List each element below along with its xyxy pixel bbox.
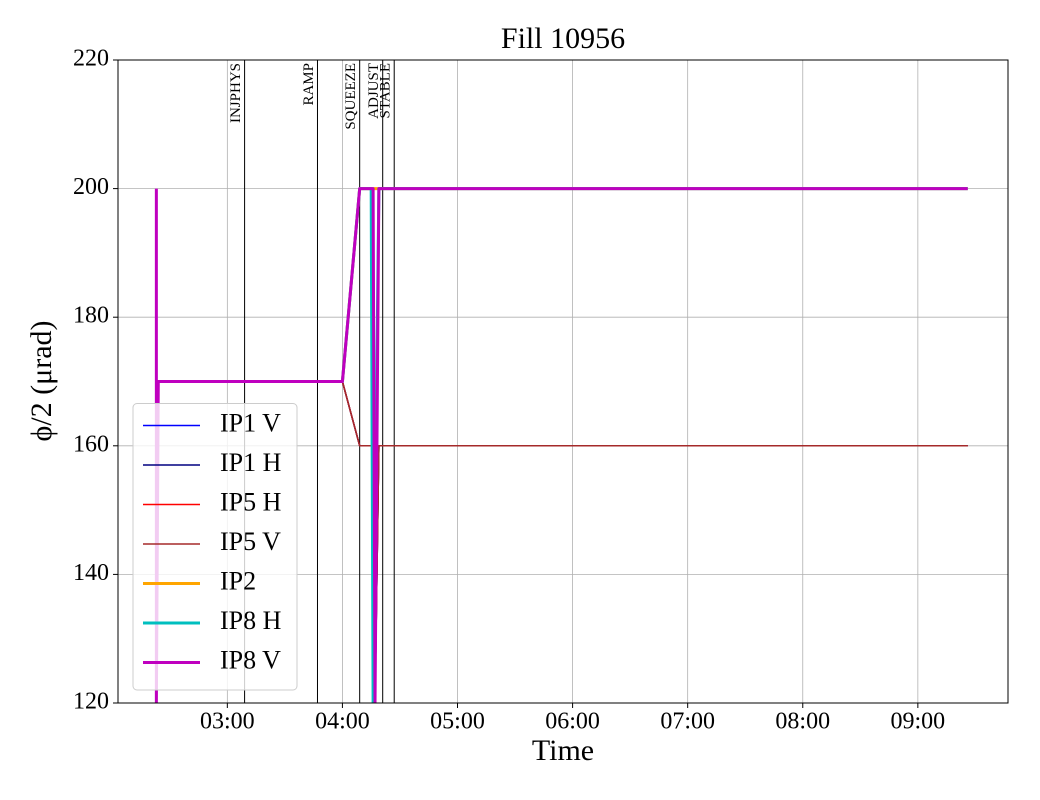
x-tick-label: 03:00 — [200, 709, 255, 735]
legend-label: IP8 H — [220, 606, 282, 635]
x-tick-label: 08:00 — [775, 709, 830, 735]
x-tick-label: 09:00 — [891, 709, 946, 735]
x-tick-label: 05:00 — [430, 709, 485, 735]
y-tick-label: 160 — [73, 431, 109, 457]
x-tick-label: 07:00 — [660, 709, 715, 735]
x-axis-label: Time — [532, 734, 594, 767]
phase-label: RAMP — [301, 63, 317, 106]
x-tick-label: 06:00 — [545, 709, 600, 735]
phase-label: ADJUST — [366, 63, 382, 119]
y-tick-label: 140 — [73, 560, 109, 586]
legend-label: IP5 H — [220, 487, 282, 516]
phase-label: STABLE — [378, 63, 394, 118]
y-tick-label: 180 — [73, 303, 109, 329]
y-tick-label: 120 — [73, 689, 109, 715]
legend-label: IP8 V — [220, 645, 281, 674]
legend-label: IP1 V — [220, 408, 281, 437]
series-line — [158, 187, 968, 383]
y-tick-label: 200 — [73, 174, 109, 200]
y-axis-label: ϕ/2 (μrad) — [25, 321, 58, 442]
phase-label: SQUEEZE — [343, 63, 359, 130]
chart-title: Fill 10956 — [501, 22, 625, 55]
legend-box — [132, 403, 298, 691]
y-tick-label: 220 — [73, 46, 109, 72]
x-tick-label: 04:00 — [315, 709, 370, 735]
phase-label: INJPHYS — [228, 63, 244, 123]
legend-label: IP2 — [220, 566, 256, 595]
legend-label: IP5 V — [220, 527, 281, 556]
legend-label: IP1 H — [220, 448, 282, 477]
plot-frame — [117, 59, 1009, 704]
